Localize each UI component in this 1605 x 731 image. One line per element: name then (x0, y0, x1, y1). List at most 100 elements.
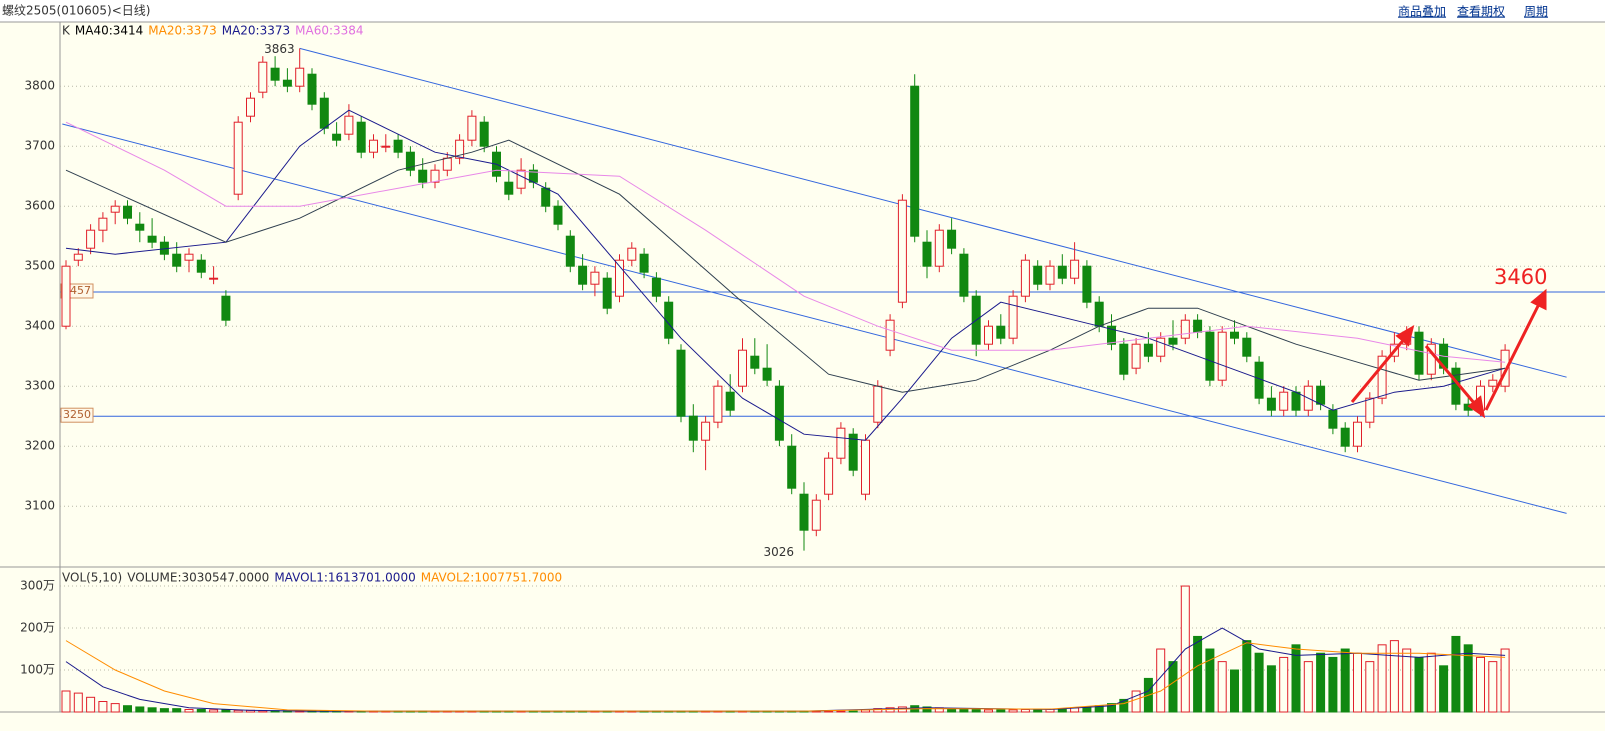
candle-body (147, 235, 157, 243)
candle-body (701, 421, 711, 441)
volume-bar (98, 701, 108, 713)
candle-body (873, 385, 883, 423)
arrow (1350, 331, 1412, 403)
legend-entry: MA60:3384 (295, 24, 363, 38)
candle-body (172, 253, 182, 267)
volume-bar (196, 708, 206, 713)
candle-body (184, 253, 194, 261)
legend-entry: MAVOL2:1007751.7000 (421, 571, 562, 585)
trend-line (299, 47, 1567, 378)
candle-body (319, 97, 329, 129)
candle-body (270, 67, 280, 81)
candle-body (1279, 391, 1289, 411)
candle-body (209, 277, 219, 280)
ma-line (65, 109, 1506, 441)
legend-entry: MA40:3414 (75, 24, 143, 38)
candle-body (516, 169, 526, 189)
title: 螺纹2505(010605)<日线) (2, 4, 150, 18)
candle-body (442, 157, 452, 171)
legend-entry: VOL(5,10) (62, 571, 122, 585)
candle-body (885, 319, 895, 351)
volume-bar (1291, 644, 1301, 713)
ma-line (65, 139, 1506, 393)
candle-body (1045, 265, 1055, 285)
volume-bar (1340, 648, 1350, 713)
ma-line (65, 640, 1506, 712)
candle-body (110, 205, 120, 213)
low-label: 3026 (763, 545, 794, 559)
candle-body (455, 139, 465, 159)
plot: 3100 3200 3300 3400 3500 3600 3700 3800 100万 200万… (20, 24, 1605, 713)
volume-bar (1008, 709, 1018, 713)
volume-bar (159, 708, 169, 713)
candle-body (246, 97, 255, 117)
candle-body (393, 139, 403, 153)
volume-bar (1168, 661, 1178, 713)
volume-bar (1193, 635, 1203, 713)
candle-body (762, 367, 772, 381)
volume-bar (233, 709, 243, 713)
candle-body (86, 229, 96, 249)
candle-body (897, 199, 907, 303)
candle-body (1057, 265, 1067, 279)
candle-body (959, 253, 969, 297)
legend-entry: K (62, 24, 71, 38)
candle-body (73, 253, 83, 261)
candle-body (922, 241, 932, 267)
candle-body (61, 265, 71, 327)
volume-bar (1476, 656, 1485, 713)
candle-body (135, 223, 145, 231)
candle-body (356, 121, 366, 153)
candle-body (381, 145, 391, 148)
volume-bar (1242, 640, 1252, 713)
volume-bar (1414, 656, 1424, 713)
volume-bar (1463, 644, 1473, 713)
y-tick-label: 3100 (24, 499, 55, 513)
candle-body (1020, 259, 1030, 297)
candle-body (430, 169, 440, 183)
legend-entry: VOLUME:3030547.0000 (127, 571, 269, 585)
volume-bar (1266, 665, 1276, 713)
volume-bar (1217, 661, 1227, 713)
candle-body (344, 115, 354, 135)
volume-bar (1119, 698, 1129, 713)
volume-bar (1156, 648, 1166, 713)
link[interactable]: 周期 (1524, 5, 1548, 19)
candle-body (590, 271, 600, 285)
candle-body (1217, 331, 1227, 381)
candle-body (1156, 337, 1166, 357)
arrow-head (1467, 395, 1486, 419)
volume-bar (996, 709, 1006, 713)
y-tick-label: 3500 (24, 259, 55, 273)
link[interactable]: 商品叠加 (1398, 4, 1446, 19)
volume-bar (1426, 652, 1436, 713)
candle-body (221, 295, 231, 321)
candle-body (1230, 331, 1239, 339)
volume-bar (61, 690, 71, 713)
volume-bar (971, 708, 981, 713)
candle-body (1094, 301, 1104, 327)
candle-body (934, 229, 944, 267)
volume-bar (1254, 652, 1264, 713)
volume-bar (221, 709, 231, 713)
ma-line (65, 627, 1506, 712)
candle-body (553, 205, 563, 225)
candle-body (1008, 295, 1018, 339)
candle-body (627, 247, 637, 261)
candle-body (1168, 337, 1178, 345)
link[interactable]: 查看期权 (1457, 5, 1505, 19)
candle-body (467, 115, 477, 141)
volume-bar (1500, 648, 1510, 713)
candle-body (1328, 409, 1338, 429)
candle-body (1180, 319, 1190, 339)
candle-body (676, 349, 686, 417)
volume-bar (1303, 661, 1313, 713)
candle-body (295, 67, 305, 87)
candle-body (799, 493, 809, 531)
volume-bar (1377, 644, 1387, 713)
candle-body (418, 169, 428, 183)
candle-body (811, 499, 821, 531)
candle-body (602, 277, 612, 309)
candle-body (1488, 379, 1498, 387)
